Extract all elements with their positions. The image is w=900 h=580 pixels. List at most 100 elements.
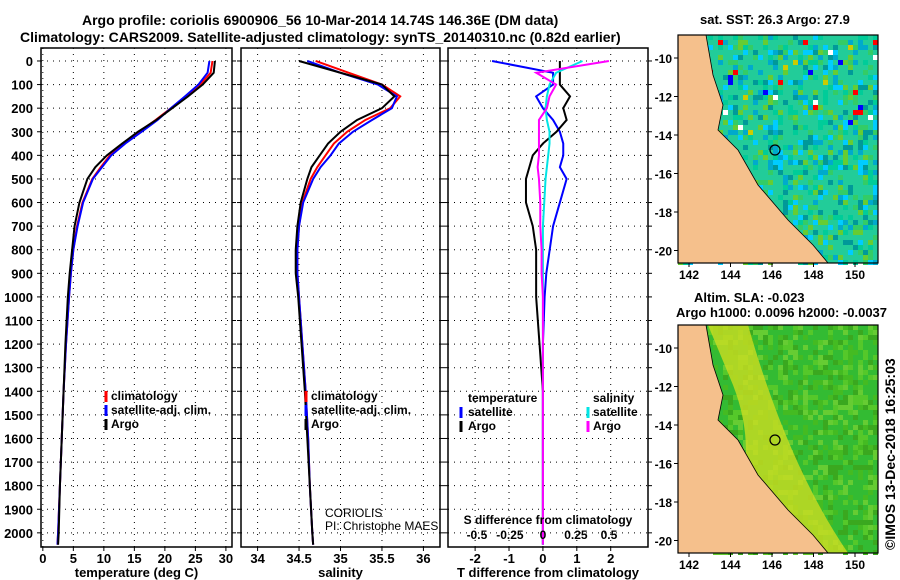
- map-cell: [873, 365, 878, 370]
- map-cell: [863, 250, 868, 255]
- map-cell: [868, 445, 873, 450]
- map-cell: [833, 475, 838, 480]
- coriolis-label: CORIOLIS: [325, 506, 383, 520]
- map-cell: [858, 390, 863, 395]
- map-cell: [773, 140, 778, 145]
- map-cell: [778, 80, 783, 85]
- map-cell: [828, 225, 833, 230]
- map-cell: [868, 50, 873, 55]
- map-cell: [863, 370, 868, 375]
- map-cell: [758, 70, 763, 75]
- map-cell: [813, 175, 818, 180]
- map-cell: [848, 545, 853, 550]
- map-cell: [708, 330, 713, 335]
- x-axis-label: T difference from climatology: [457, 565, 640, 580]
- map-cell: [758, 90, 763, 95]
- map-cell: [758, 355, 763, 360]
- map-cell: [818, 415, 823, 420]
- map-cell: [728, 415, 733, 420]
- map-cell: [838, 325, 843, 330]
- map-cell: [803, 365, 808, 370]
- map-cell: [813, 340, 818, 345]
- map-cell: [863, 380, 868, 385]
- map-cell: [808, 365, 813, 370]
- map-cell: [773, 160, 778, 165]
- map-cell: [868, 255, 873, 260]
- map-cell: [868, 490, 873, 495]
- map-cell: [733, 95, 738, 100]
- map-cell: [848, 325, 853, 330]
- map-cell: [808, 235, 813, 240]
- map-cell: [778, 365, 783, 370]
- map-cell: [833, 450, 838, 455]
- map-cell: [813, 45, 818, 50]
- map-cell: [768, 365, 773, 370]
- map-cell: [803, 110, 808, 115]
- map-cell: [828, 255, 833, 260]
- map-cell: [773, 150, 778, 155]
- map-cell: [843, 400, 848, 405]
- map-cell: [768, 335, 773, 340]
- map-cell: [833, 70, 838, 75]
- map-cell: [833, 195, 838, 200]
- map-cell: [818, 175, 823, 180]
- map-cell: [858, 250, 863, 255]
- map-cell: [838, 125, 843, 130]
- map-cell: [848, 65, 853, 70]
- map-cell: [733, 430, 738, 435]
- map-cell: [838, 80, 843, 85]
- map-cell: [863, 350, 868, 355]
- map-cell: [863, 200, 868, 205]
- map-cell: [723, 40, 728, 45]
- y-tick-label: 1700: [4, 455, 33, 470]
- y-tick-label: 1500: [4, 408, 33, 423]
- map-cell: [868, 510, 873, 515]
- map-cell: [808, 105, 813, 110]
- map-cell: [758, 95, 763, 100]
- plot-frame: [40, 47, 233, 548]
- map-cell: [788, 400, 793, 405]
- map-cell: [848, 360, 853, 365]
- map-cell: [813, 385, 818, 390]
- map-y-tick-label: -18: [655, 496, 673, 510]
- map-cell: [803, 375, 808, 380]
- map-cell: [873, 415, 878, 420]
- map-cell: [788, 345, 793, 350]
- map-cell: [778, 165, 783, 170]
- map-cell: [848, 335, 853, 340]
- map-cell: [823, 475, 828, 480]
- map-cell: [813, 480, 818, 485]
- map-cell: [763, 95, 768, 100]
- map-cell: [713, 365, 718, 370]
- map-cell: [808, 75, 813, 80]
- x-tick-label: 36: [416, 551, 430, 566]
- map-cell: [818, 370, 823, 375]
- map-cell: [763, 115, 768, 120]
- map-cell: [783, 55, 788, 60]
- map-cell: [858, 105, 863, 110]
- map-cell: [833, 340, 838, 345]
- map-cell: [848, 225, 853, 230]
- map-cell: [753, 330, 758, 335]
- map-cell: [798, 125, 803, 130]
- map-cell: [828, 60, 833, 65]
- map-cell: [833, 65, 838, 70]
- map-cell: [843, 155, 848, 160]
- y-tick-label: 100: [11, 78, 33, 93]
- map-cell: [843, 370, 848, 375]
- map-cell: [823, 470, 828, 475]
- map-cell: [738, 45, 743, 50]
- map-cell: [803, 170, 808, 175]
- map-cell: [788, 40, 793, 45]
- y-tick-label: 900: [11, 266, 33, 281]
- map-cell: [873, 480, 878, 485]
- map-cell: [863, 160, 868, 165]
- map-cell: [828, 85, 833, 90]
- map-cell: [783, 380, 788, 385]
- map-cell: [868, 155, 873, 160]
- y-tick-label: 2000: [4, 526, 33, 541]
- map-cell: [783, 345, 788, 350]
- map-cell: [798, 450, 803, 455]
- map-cell: [823, 70, 828, 75]
- map-cell: [828, 65, 833, 70]
